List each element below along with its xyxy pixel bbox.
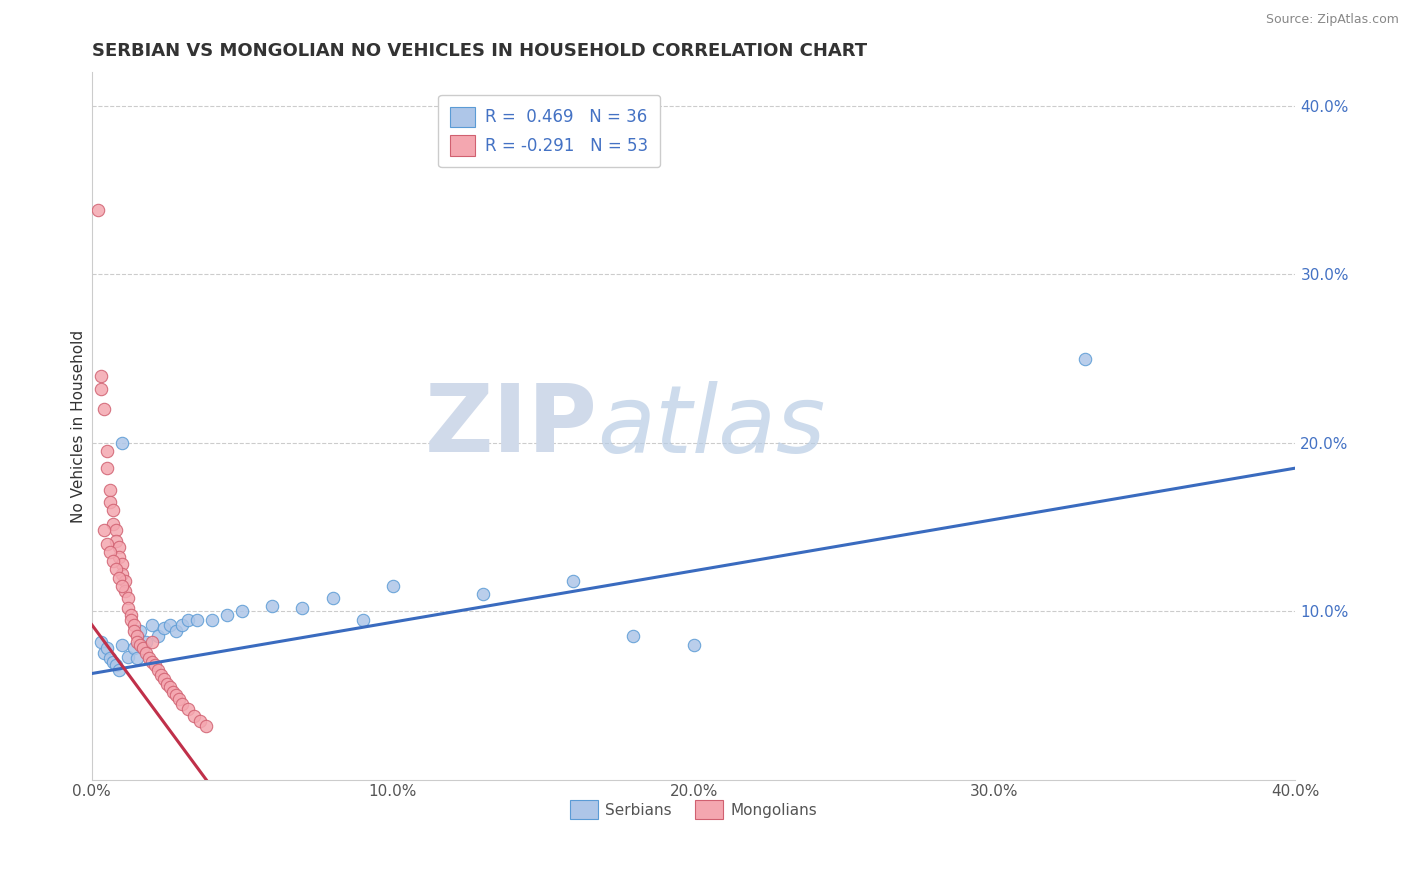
Point bbox=[108, 550, 131, 565]
Point bbox=[159, 617, 181, 632]
Point bbox=[117, 600, 139, 615]
Point bbox=[117, 649, 139, 664]
Point bbox=[122, 624, 145, 639]
Point bbox=[93, 524, 115, 538]
Point bbox=[101, 503, 124, 517]
Point bbox=[120, 607, 142, 622]
Point bbox=[129, 624, 152, 639]
Point bbox=[98, 651, 121, 665]
Point bbox=[623, 630, 645, 644]
Point bbox=[682, 638, 704, 652]
Point bbox=[143, 658, 166, 673]
Point bbox=[125, 630, 148, 644]
Point bbox=[141, 655, 163, 669]
Point bbox=[117, 591, 139, 605]
Point bbox=[108, 541, 131, 555]
Point bbox=[165, 624, 187, 639]
Text: SERBIAN VS MONGOLIAN NO VEHICLES IN HOUSEHOLD CORRELATION CHART: SERBIAN VS MONGOLIAN NO VEHICLES IN HOUS… bbox=[91, 42, 868, 60]
Point bbox=[98, 483, 121, 497]
Point bbox=[104, 562, 127, 576]
Point bbox=[162, 685, 184, 699]
Text: ZIP: ZIP bbox=[425, 380, 598, 472]
Point bbox=[122, 641, 145, 656]
Point bbox=[188, 714, 211, 728]
Point bbox=[156, 676, 179, 690]
Point bbox=[111, 567, 134, 582]
Point bbox=[101, 516, 124, 531]
Point bbox=[165, 689, 187, 703]
Point bbox=[167, 691, 190, 706]
Point bbox=[352, 613, 374, 627]
Point bbox=[111, 579, 134, 593]
Point bbox=[125, 634, 148, 648]
Point bbox=[183, 708, 205, 723]
Text: Source: ZipAtlas.com: Source: ZipAtlas.com bbox=[1265, 13, 1399, 27]
Point bbox=[96, 537, 118, 551]
Point bbox=[111, 638, 134, 652]
Point bbox=[472, 587, 495, 601]
Point bbox=[96, 444, 118, 458]
Point bbox=[186, 613, 208, 627]
Point bbox=[291, 600, 314, 615]
Point bbox=[141, 617, 163, 632]
Point bbox=[120, 613, 142, 627]
Point bbox=[381, 579, 404, 593]
Point bbox=[90, 634, 112, 648]
Point bbox=[153, 672, 176, 686]
Point bbox=[159, 680, 181, 694]
Text: atlas: atlas bbox=[598, 381, 825, 472]
Point bbox=[138, 651, 160, 665]
Point bbox=[146, 630, 169, 644]
Legend: Serbians, Mongolians: Serbians, Mongolians bbox=[564, 794, 823, 825]
Point bbox=[93, 646, 115, 660]
Point bbox=[170, 617, 193, 632]
Point bbox=[111, 435, 134, 450]
Point bbox=[96, 461, 118, 475]
Point bbox=[150, 668, 173, 682]
Point bbox=[146, 663, 169, 677]
Point bbox=[135, 634, 157, 648]
Point bbox=[98, 495, 121, 509]
Point bbox=[101, 554, 124, 568]
Point bbox=[96, 641, 118, 656]
Point bbox=[104, 533, 127, 548]
Point bbox=[562, 574, 585, 588]
Point bbox=[177, 702, 200, 716]
Point bbox=[231, 604, 253, 618]
Point bbox=[135, 646, 157, 660]
Point bbox=[170, 697, 193, 711]
Point bbox=[114, 584, 136, 599]
Point bbox=[114, 574, 136, 588]
Point bbox=[108, 663, 131, 677]
Point bbox=[141, 634, 163, 648]
Point bbox=[87, 203, 110, 218]
Point bbox=[104, 524, 127, 538]
Point bbox=[1074, 351, 1097, 366]
Point bbox=[132, 641, 155, 656]
Point bbox=[108, 570, 131, 584]
Point bbox=[195, 719, 218, 733]
Point bbox=[262, 599, 284, 614]
Point bbox=[90, 382, 112, 396]
Point bbox=[125, 651, 148, 665]
Point bbox=[101, 655, 124, 669]
Point bbox=[93, 402, 115, 417]
Point bbox=[111, 557, 134, 571]
Point bbox=[129, 638, 152, 652]
Point bbox=[122, 617, 145, 632]
Point bbox=[98, 545, 121, 559]
Point bbox=[90, 368, 112, 383]
Point bbox=[201, 613, 224, 627]
Y-axis label: No Vehicles in Household: No Vehicles in Household bbox=[72, 329, 86, 523]
Point bbox=[322, 591, 344, 605]
Point bbox=[177, 613, 200, 627]
Point bbox=[217, 607, 239, 622]
Point bbox=[153, 621, 176, 635]
Point bbox=[104, 658, 127, 673]
